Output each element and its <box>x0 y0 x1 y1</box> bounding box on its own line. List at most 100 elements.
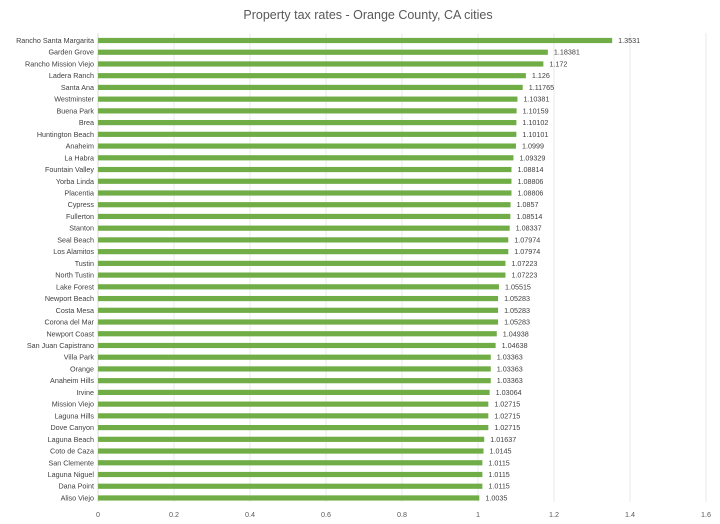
data-label: 1.0857 <box>517 200 539 209</box>
data-label: 1.05283 <box>504 306 530 315</box>
data-label: 1.0999 <box>522 142 544 151</box>
category-label: Irvine <box>76 388 94 397</box>
category-label: Placentia <box>64 188 94 197</box>
category-label: North Tustin <box>55 271 94 280</box>
bar <box>98 84 523 91</box>
x-tick-label: 0.6 <box>321 510 331 519</box>
bar <box>98 354 491 360</box>
data-label: 1.18381 <box>554 48 580 57</box>
data-label: 1.10101 <box>522 130 548 139</box>
bar <box>98 342 496 349</box>
data-label: 1.172 <box>549 59 567 68</box>
category-label: Coto de Caza <box>50 447 94 456</box>
bar <box>98 96 518 102</box>
category-label: Laguna Hills <box>54 411 94 420</box>
bar <box>98 460 483 466</box>
category-label: Tustin <box>75 259 94 268</box>
bar <box>98 260 506 266</box>
x-tick-label: 1.4 <box>625 510 635 519</box>
data-label: 1.07974 <box>514 247 540 256</box>
category-label: Fullerton <box>66 212 94 221</box>
bar <box>98 424 489 431</box>
data-label: 1.03064 <box>496 388 522 397</box>
bar <box>98 155 514 161</box>
category-label: Newport Beach <box>45 294 94 303</box>
bar <box>98 272 506 278</box>
bar <box>98 389 490 395</box>
category-label: Stanton <box>69 224 94 233</box>
category-label: Ladera Ranch <box>49 71 94 80</box>
category-label: Huntington Beach <box>37 130 94 139</box>
category-label: Dana Point <box>58 482 94 491</box>
data-label: 1.08806 <box>517 177 543 186</box>
data-label: 1.10102 <box>522 118 548 127</box>
bar <box>98 378 491 384</box>
data-label: 1.3531 <box>618 36 640 45</box>
data-label: 1.07223 <box>511 271 537 280</box>
bar <box>98 225 510 231</box>
bar <box>98 307 499 313</box>
category-label: Yorba Linda <box>56 177 94 186</box>
category-label: Orange <box>70 364 94 373</box>
bar <box>98 401 489 407</box>
data-label: 1.07223 <box>511 259 537 268</box>
bar <box>98 61 544 67</box>
data-label: 1.0035 <box>485 493 507 502</box>
bar <box>98 471 483 478</box>
gridlines <box>97 33 707 502</box>
data-label: 1.10159 <box>523 106 549 115</box>
x-tick-label: 0.4 <box>245 510 255 519</box>
category-label: Corona del Mar <box>44 318 94 327</box>
data-label: 1.01637 <box>490 435 516 444</box>
category-label: Santa Ana <box>61 83 94 92</box>
category-label: La Habra <box>64 153 94 162</box>
data-label: 1.09329 <box>519 153 545 162</box>
category-label: Rancho Santa Margarita <box>16 36 94 45</box>
data-label: 1.02715 <box>494 411 520 420</box>
bar <box>98 49 548 55</box>
bar <box>98 495 480 501</box>
data-label: 1.10381 <box>523 95 549 104</box>
category-labels: Rancho Santa Margarita Garden Grove Rancho… <box>16 36 95 502</box>
bar <box>98 190 512 196</box>
category-label: Anaheim <box>66 142 94 151</box>
bar <box>98 213 511 220</box>
data-label: 1.126 <box>532 71 550 80</box>
category-label: Newport Coast <box>46 329 94 338</box>
bar <box>98 483 483 489</box>
category-label: Costa Mesa <box>56 306 94 315</box>
category-label: Buena Park <box>56 106 94 115</box>
data-label: 1.11765 <box>529 83 554 92</box>
category-label: Rancho Mission Viejo <box>25 59 94 68</box>
data-label: 1.08806 <box>517 188 543 197</box>
data-label: 1.0115 <box>488 482 509 491</box>
category-label: Aliso Viejo <box>61 493 94 502</box>
category-label: Lake Forest <box>56 282 94 291</box>
bar <box>98 331 497 337</box>
category-label: Fountain Valley <box>45 165 94 174</box>
data-label: 1.08814 <box>517 165 543 174</box>
bar <box>98 249 509 255</box>
data-label: 1.08514 <box>516 212 542 221</box>
category-label: Dove Canyon <box>50 423 94 432</box>
data-label: 1.03363 <box>497 364 523 373</box>
bars <box>98 37 613 501</box>
bar <box>98 73 526 79</box>
category-label: Mission Viejo <box>52 400 94 409</box>
data-label: 1.0115 <box>488 458 509 467</box>
value-labels: 1.3531 1.18381 1.172 1.126 1.11765 1.10381 1.1… <box>485 36 640 502</box>
x-tick-label: 1.6 <box>701 510 711 519</box>
x-axis-ticks: 0 0.2 0.4 0.6 0.8 1 1.2 1.4 1.6 <box>96 510 711 519</box>
bar <box>98 237 509 243</box>
bar <box>98 202 511 208</box>
category-label: Brea <box>79 118 94 127</box>
x-tick-label: 0.8 <box>397 510 407 519</box>
data-label: 1.02715 <box>494 423 520 432</box>
data-label: 1.05515 <box>505 282 531 291</box>
category-label: Cypress <box>68 200 95 209</box>
bar <box>98 37 613 44</box>
bar <box>98 284 499 290</box>
bar <box>98 436 485 442</box>
